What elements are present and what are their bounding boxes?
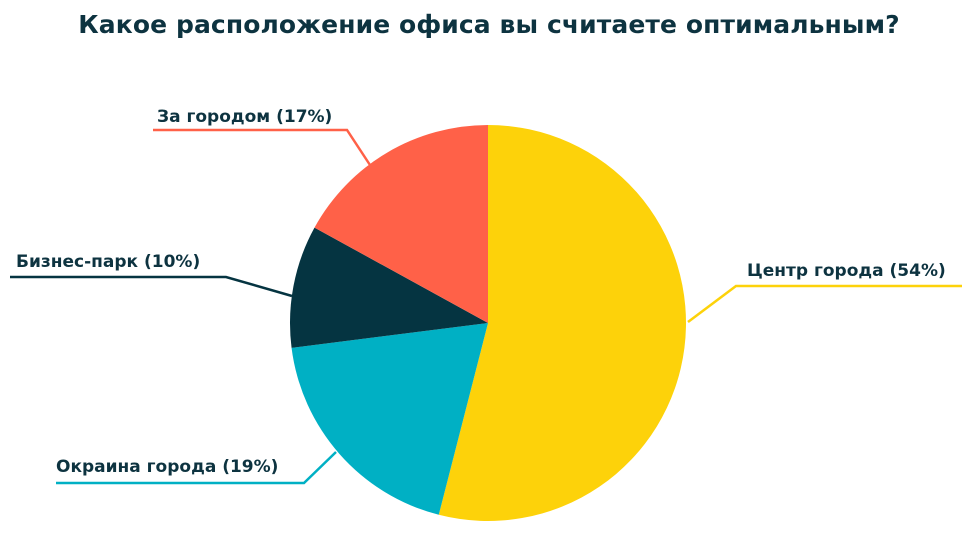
pie-slices [289,124,686,521]
slice-labels: Центр города (54%) Окраина города (19%) Би… [16,107,946,477]
slice-label: Окраина города (19%) [56,457,278,477]
chart-title: Какое расположение офиса вы считаете опт… [78,10,900,39]
pie-slice [291,323,488,515]
slice-label: За городом (17%) [157,107,332,127]
slice-label: Бизнес-парк (10%) [16,252,200,272]
pie-slice [438,125,686,521]
pie-slice [289,227,488,348]
leader-line [10,275,293,298]
leader-line [56,451,337,485]
leader-lines [10,128,962,485]
leader-line [687,284,962,323]
slice-label: Центр города (54%) [747,261,946,281]
pie-slice [314,124,488,323]
leader-line [153,128,372,166]
